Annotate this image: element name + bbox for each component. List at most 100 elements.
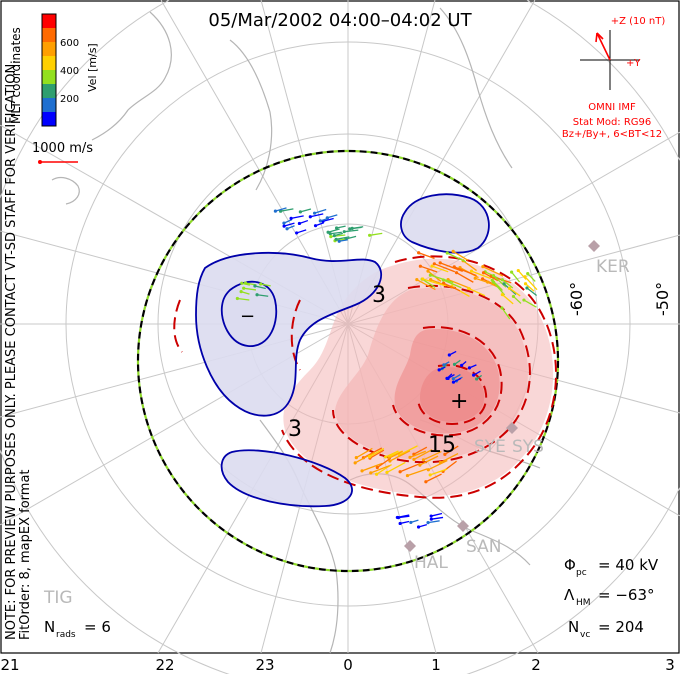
velocity-vector	[254, 285, 266, 290]
velocity-vector-origin	[442, 281, 446, 285]
velocity-vector	[370, 465, 390, 474]
velocity-vector-origin	[475, 377, 479, 381]
velocity-vector	[283, 222, 295, 227]
potential-max-marker: +	[450, 389, 468, 414]
velocity-vector-origin	[452, 362, 457, 366]
lambda-hm-symbol: Λ	[564, 586, 575, 604]
velocity-vector-origin	[398, 470, 402, 474]
velocity-vector-origin	[285, 227, 289, 231]
velocity-vector	[416, 279, 436, 291]
contour-label: 15	[428, 433, 456, 458]
velocity-vector-origin	[417, 251, 421, 255]
velocity-vector	[237, 297, 250, 301]
velocity-vector	[398, 515, 410, 519]
velocity-vector-origin	[308, 215, 312, 219]
velocity-vector-origin	[332, 234, 336, 238]
station-label-sys: SYS	[512, 437, 544, 457]
velocity-vector	[314, 208, 327, 214]
contour-line	[392, 326, 503, 437]
velocity-vector-origin	[375, 472, 379, 476]
velocity-vector-origin	[334, 237, 338, 241]
phi-pc-sub: pc	[576, 568, 587, 578]
velocity-vector	[431, 265, 449, 273]
velocity-vector	[430, 274, 454, 284]
velocity-vector-origin	[467, 366, 472, 370]
velocity-vector	[369, 232, 383, 236]
velocity-color-scale: 600 400 200 Vel [m/s]	[41, 13, 99, 127]
velocity-vector	[399, 445, 418, 456]
coordinate-label: MLT coordinates	[9, 27, 23, 124]
imf-y-label: +Y	[626, 58, 641, 69]
velocity-vector-origin	[383, 455, 388, 459]
velocity-vector-origin	[491, 274, 496, 278]
mlt-tick: 1	[431, 656, 441, 674]
velocity-vector	[511, 271, 521, 283]
velocity-vector-origin	[481, 271, 486, 275]
mlt-tick: 22	[155, 656, 174, 674]
velocity-vector	[443, 279, 462, 289]
velocity-vector	[330, 231, 342, 235]
velocity-vector-origin	[255, 293, 259, 297]
velocity-vector	[385, 450, 399, 458]
velocity-vector	[399, 462, 421, 473]
fit-order-note: FitOrder: 8, mapEX format	[18, 469, 33, 640]
velocity-vector-origin	[396, 516, 401, 520]
velocity-vector-origin	[480, 277, 485, 281]
velocity-vector	[446, 252, 467, 263]
station-label-hal: HAL	[414, 553, 448, 573]
velocity-vector-origin	[282, 224, 286, 228]
velocity-vector	[413, 449, 433, 461]
velocity-vector-origin	[426, 269, 430, 273]
velocity-vector-origin	[398, 521, 402, 526]
velocity-vector-origin	[429, 277, 433, 282]
velocity-vector	[418, 252, 435, 260]
velocity-vector-origin	[438, 261, 442, 265]
contour-line	[332, 284, 531, 464]
contour-line	[400, 193, 490, 254]
velocity-vector-origin	[375, 465, 379, 470]
velocity-vector	[447, 278, 472, 290]
velocity-vector-origin	[313, 224, 318, 228]
lambda-hm-sub: HM	[576, 598, 591, 608]
velocity-vector-origin	[243, 281, 248, 285]
velocity-vector	[256, 294, 269, 297]
velocity-vector	[439, 262, 463, 273]
map-frame	[0, 0, 680, 654]
velocity-vector-origin	[240, 281, 244, 285]
velocity-vector-origin	[318, 219, 322, 223]
n-vc-symbol: N	[568, 618, 579, 636]
velocity-vector-origin	[426, 468, 430, 472]
velocity-vector-origin	[312, 211, 317, 215]
velocity-vector-origin	[451, 377, 455, 381]
color-scale-block	[42, 84, 56, 99]
color-scale-block	[42, 112, 56, 127]
velocity-vector-origin	[385, 470, 389, 475]
contour-line	[290, 299, 301, 371]
lat-label-50: -50°	[653, 282, 672, 316]
preview-note: NOTE: FOR PREVIEW PURPOSES ONLY. PLEASE …	[4, 60, 19, 640]
coast-path	[51, 176, 80, 205]
velocity-vector	[300, 208, 312, 213]
velocity-vector-origin	[432, 262, 436, 266]
contour-line	[220, 449, 353, 508]
velocity-vector-origin	[405, 473, 410, 478]
velocity-vector-origin	[460, 363, 464, 367]
velocity-vector-origin	[500, 278, 504, 282]
imf-source: OMNI IMF	[588, 102, 636, 113]
velocity-vector	[444, 445, 459, 455]
velocity-vector	[413, 446, 428, 455]
station-label-tig: TIG	[43, 588, 73, 608]
velocity-vector	[388, 450, 403, 459]
velocity-vector	[389, 450, 411, 462]
velocity-vector-origin	[469, 269, 474, 273]
velocity-vector-origin	[408, 455, 412, 459]
velocity-vector	[475, 277, 495, 286]
velocity-vector	[407, 468, 428, 477]
velocity-vector-origin	[353, 461, 357, 465]
velocity-vector	[327, 214, 338, 219]
velocity-vector-origin	[295, 231, 299, 235]
velocity-vector-origin	[516, 268, 520, 273]
velocity-vector	[369, 449, 385, 459]
imf-dial: +Z (10 nT) +Y OMNI IMF Stat Mod: RG96 Bz…	[562, 16, 665, 140]
